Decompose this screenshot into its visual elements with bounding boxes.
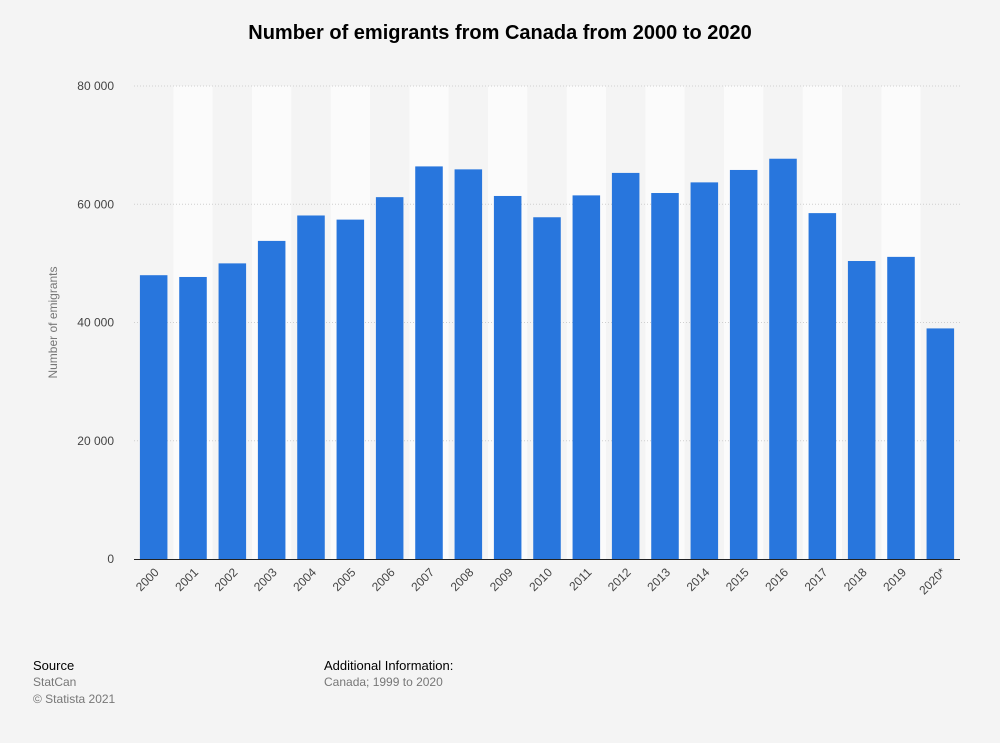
x-tick-label: 2003 xyxy=(251,565,280,594)
x-tick-labels: 2000 2001 2002 2003 2004 2005 2006 2007 2008 2009… xyxy=(133,565,949,597)
bar-2005[interactable] xyxy=(336,219,365,559)
x-tick-label: 2007 xyxy=(408,565,437,594)
x-tick-label: 2002 xyxy=(212,565,241,594)
x-tick-label: 2008 xyxy=(448,565,477,594)
copyright-text: © Statista 2021 xyxy=(33,692,116,706)
bar-2004[interactable] xyxy=(297,215,325,559)
bar-2008[interactable] xyxy=(454,169,483,559)
bar-2017[interactable] xyxy=(808,213,837,559)
source-name[interactable]: StatCan xyxy=(33,675,77,689)
x-tick-label: 2000 xyxy=(133,565,162,594)
bar-2009[interactable] xyxy=(493,195,522,559)
x-tick-label: 2020* xyxy=(916,565,948,597)
x-tick-label: 2015 xyxy=(723,565,752,594)
bar-2000[interactable] xyxy=(139,275,168,559)
bar-2020*[interactable] xyxy=(926,328,955,559)
source-heading: Source xyxy=(33,658,75,673)
x-tick-label: 2017 xyxy=(802,565,831,594)
x-tick-label: 2011 xyxy=(566,565,594,593)
bar-2011[interactable] xyxy=(572,195,601,559)
additional-info-text: Canada; 1999 to 2020 xyxy=(324,675,443,689)
bar-2007[interactable] xyxy=(415,166,443,559)
y-tick-label: 80 000 xyxy=(77,79,114,93)
x-tick-label: 2014 xyxy=(684,565,713,594)
additional-info-heading: Additional Information: xyxy=(324,658,454,673)
y-tick-label: 20 000 xyxy=(77,434,114,448)
y-tick-label: 0 xyxy=(107,552,114,566)
y-tick-label: 60 000 xyxy=(77,197,114,211)
x-tick-label: 2006 xyxy=(369,565,398,594)
bar-2002[interactable] xyxy=(218,263,247,559)
additional-info-block: Additional Information: Canada; 1999 to … xyxy=(324,657,453,691)
x-tick-label: 2001 xyxy=(172,565,201,594)
source-block: Source StatCan © Statista 2021 xyxy=(33,657,115,708)
bar-2018[interactable] xyxy=(847,261,876,559)
x-tick-label: 2012 xyxy=(605,565,634,594)
bar-2012[interactable] xyxy=(611,172,640,559)
bar-2016[interactable] xyxy=(769,158,797,559)
bar-2014[interactable] xyxy=(690,182,719,559)
x-tick-label: 2009 xyxy=(487,565,516,594)
bar-2019[interactable] xyxy=(887,256,915,559)
x-tick-label: 2016 xyxy=(762,565,791,594)
chart-title: Number of emigrants from Canada from 200… xyxy=(248,22,752,44)
y-tick-label: 40 000 xyxy=(77,316,114,330)
bar-2013[interactable] xyxy=(651,193,679,560)
bar-2001[interactable] xyxy=(179,276,207,559)
x-tick-label: 2005 xyxy=(330,565,359,594)
bar-2015[interactable] xyxy=(729,169,758,559)
x-tick-label: 2018 xyxy=(841,565,870,594)
bar-2010[interactable] xyxy=(533,217,561,559)
bar-2006[interactable] xyxy=(375,197,404,559)
bars xyxy=(139,158,955,560)
y-axis-label: Number of emigrants xyxy=(46,266,60,378)
x-tick-label: 2013 xyxy=(644,565,673,594)
y-tick-labels: 0 20 000 40 000 60 000 80 000 xyxy=(77,79,114,566)
x-tick-label: 2010 xyxy=(526,565,555,594)
bar-2003[interactable] xyxy=(257,240,286,559)
x-tick-label: 2004 xyxy=(290,565,319,594)
x-tick-label: 2019 xyxy=(880,565,909,594)
